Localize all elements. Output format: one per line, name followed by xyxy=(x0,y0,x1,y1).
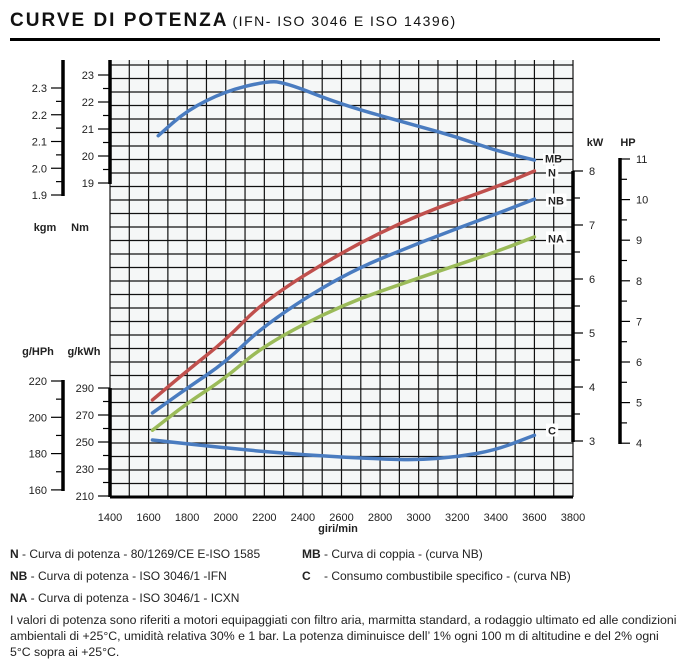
legend-nb: NB - Curva di potenza - ISO 3046/1 -IFN xyxy=(10,569,227,583)
series-label-bg xyxy=(546,165,559,179)
nm-tick-label: 20 xyxy=(82,151,94,163)
legend-n: N - Curva di potenza - 80/1269/CE E-ISO … xyxy=(10,547,260,561)
series-n-label: N xyxy=(548,168,556,180)
hp-tick-label: 4 xyxy=(636,438,642,450)
legend-text: - Curva di potenza - ISO 3046/1 -IFN xyxy=(27,569,227,583)
x-tick-label: 1600 xyxy=(136,512,160,524)
kgm-tick-label: 1.9 xyxy=(32,190,47,202)
x-tick-label: 3200 xyxy=(445,512,469,524)
x-axis-label: giri/min xyxy=(318,523,358,535)
title-divider xyxy=(10,38,660,41)
legend-mb: MB - Curva di coppia - (curva NB) xyxy=(302,547,483,561)
chart-title: CURVE DI POTENZA (IFN- ISO 3046 E ISO 143… xyxy=(10,10,457,32)
series-na-label: NA xyxy=(548,233,564,245)
g-hph-unit-label: g/HPh xyxy=(22,346,54,358)
series-na-line xyxy=(150,235,537,432)
series-mb-label: MB xyxy=(545,154,562,166)
kgm-unit-label: kgm xyxy=(34,222,57,234)
series-c-label: C xyxy=(548,426,556,438)
x-tick-label: 2400 xyxy=(291,512,315,524)
g-kwh-tick-label: 230 xyxy=(76,464,94,476)
g-kwh-tick-label: 270 xyxy=(76,410,94,422)
x-tick-label: 2600 xyxy=(329,512,353,524)
x-tick-label: 3400 xyxy=(484,512,508,524)
kgm-tick-label: 2.3 xyxy=(32,83,47,95)
nm-tick-label: 22 xyxy=(82,97,94,109)
series-n-line xyxy=(150,169,537,402)
nm-tick-label: 23 xyxy=(82,70,94,82)
power-curve-chart: 1400 1600 1800 2000 2200 2400 2600 2800 3000 3200… xyxy=(22,60,648,535)
hp-tick-label: 6 xyxy=(636,357,642,369)
nm-tick-label: 21 xyxy=(82,124,94,136)
series-label-bg xyxy=(546,193,567,207)
g-hph-tick-label: 200 xyxy=(29,412,47,424)
legend-key: NB xyxy=(10,569,28,583)
hp-tick-label: 11 xyxy=(636,154,647,166)
legend-na: NA - Curva di potenza - ISO 3046/1 - ICX… xyxy=(10,591,239,605)
kw-tick-label: 7 xyxy=(589,220,595,232)
kgm-tick-label: 2.2 xyxy=(32,110,47,122)
legend-key: C xyxy=(302,569,311,583)
kw-tick-label: 6 xyxy=(589,274,595,286)
kw-unit-label: kW xyxy=(587,137,604,149)
hp-tick-label: 5 xyxy=(636,398,642,410)
series-label-bg xyxy=(546,423,559,437)
hp-tick-label: 7 xyxy=(636,316,642,328)
series-mb-line xyxy=(156,79,537,162)
kw-tick-label: 8 xyxy=(589,166,595,178)
series-label-bg xyxy=(546,231,567,245)
series-c-line xyxy=(150,433,537,462)
g-kwh-unit-label: g/kWh xyxy=(68,346,101,358)
x-tick-label: 1800 xyxy=(175,512,199,524)
kw-tick-label: 4 xyxy=(589,382,595,394)
legend-c: C - Consumo combustibile specifico - (cu… xyxy=(302,569,571,583)
legend-text: - Curva di potenza - 80/1269/CE E-ISO 15… xyxy=(18,547,261,561)
hp-unit-label: HP xyxy=(620,137,635,149)
g-hph-tick-label: 220 xyxy=(29,376,47,388)
kgm-tick-label: 2.0 xyxy=(32,163,47,175)
legend-text: - Consumo combustibile specifico - (curv… xyxy=(310,569,571,583)
legend-key: N xyxy=(10,547,19,561)
title-sub: (IFN- ISO 3046 E ISO 14396) xyxy=(232,13,457,29)
x-tick-label: 3800 xyxy=(561,512,585,524)
legend-text: - Curva di coppia - (curva NB) xyxy=(320,547,483,561)
series-nb-line xyxy=(150,197,537,415)
x-tick-label: 3600 xyxy=(522,512,546,524)
hp-tick-label: 10 xyxy=(636,195,648,207)
legend-text: - Curva di potenza - ISO 3046/1 - ICXN xyxy=(27,591,240,605)
footnote: I valori di potenza sono riferiti a moto… xyxy=(10,613,677,659)
g-kwh-tick-label: 210 xyxy=(76,491,94,503)
x-tick-label: 2000 xyxy=(214,512,238,524)
x-tick-label: 3000 xyxy=(406,512,430,524)
legend-key: MB xyxy=(302,547,321,561)
nm-unit-label: Nm xyxy=(71,222,89,234)
series-label-bg xyxy=(543,153,561,165)
g-hph-tick-label: 160 xyxy=(29,485,47,497)
legend-key: NA xyxy=(10,591,28,605)
hp-tick-label: 9 xyxy=(636,235,642,247)
g-hph-tick-label: 180 xyxy=(29,449,47,461)
title-main: CURVE DI POTENZA xyxy=(10,10,229,31)
g-kwh-tick-label: 250 xyxy=(76,437,94,449)
x-tick-label: 2200 xyxy=(252,512,276,524)
g-kwh-tick-label: 290 xyxy=(76,383,94,395)
hp-tick-label: 8 xyxy=(636,276,642,288)
nm-tick-label: 19 xyxy=(82,178,94,190)
series-nb-label: NB xyxy=(548,196,564,208)
kgm-tick-label: 2.1 xyxy=(32,137,47,149)
x-tick-label: 1400 xyxy=(98,512,122,524)
kw-tick-label: 3 xyxy=(589,436,595,448)
kw-tick-label: 5 xyxy=(589,328,595,340)
x-tick-label: 2800 xyxy=(368,512,392,524)
